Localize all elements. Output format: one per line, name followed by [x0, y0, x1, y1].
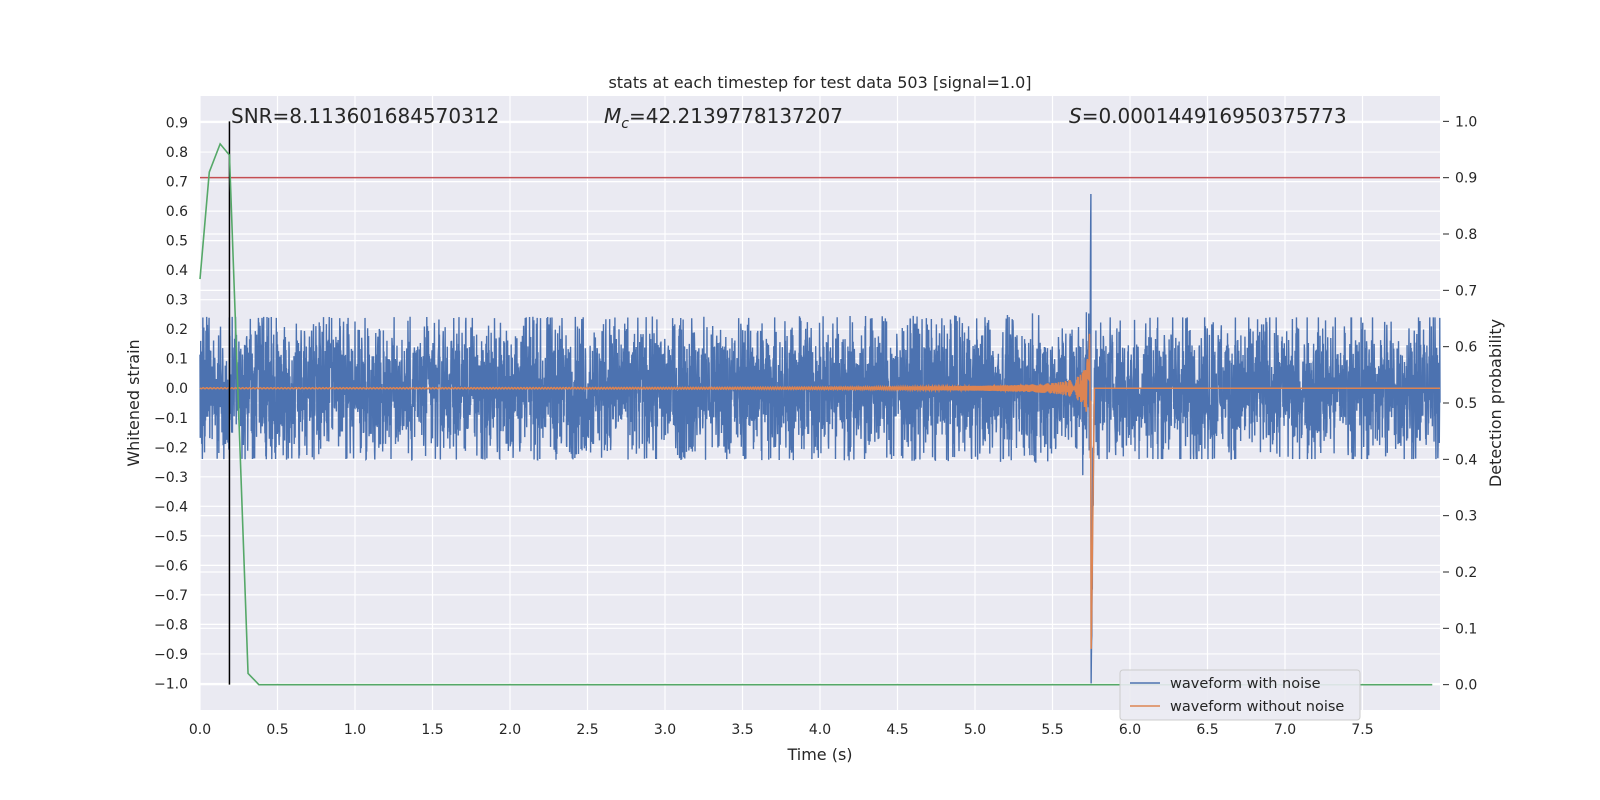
overlay-lines [199, 121, 1440, 686]
y-right-tick-label: 0.3 [1455, 509, 1477, 525]
snr-annotation: SNR=8.113601684570312 [231, 104, 499, 128]
s-symbol: S [1069, 104, 1082, 128]
x-tick-label: 2.0 [499, 722, 521, 738]
x-tick-label: 0.0 [189, 722, 211, 738]
legend-label-noise: waveform with noise [1170, 676, 1321, 692]
y-left-tick-label: −0.6 [154, 558, 188, 574]
y-right-tick-label: 0.4 [1455, 452, 1477, 468]
mc-symbol: M [604, 104, 621, 128]
y-right-tick-label: 1.0 [1455, 114, 1477, 130]
x-tick-label: 5.0 [964, 722, 986, 738]
mc-subscript: c [621, 116, 629, 132]
x-tick-labels: 0.0 0.5 1.0 1.5 2.0 2.5 3.0 3.5 4.0 4.5 5.0 5.5 6.0 6… [189, 722, 1374, 738]
y-right-tick-label: 0.9 [1455, 171, 1477, 187]
y-right-tick-label: 0.1 [1455, 621, 1477, 637]
waveform-without-noise-series [199, 333, 1440, 649]
waveform-with-noise-line [199, 193, 1441, 684]
y-left-tick-label: 0.9 [166, 116, 188, 132]
y-left-tick-label: 0.3 [166, 293, 188, 309]
s-value: =0.000144916950375773 [1082, 104, 1347, 128]
y-left-tick-label: −0.2 [154, 440, 188, 456]
y-right-tick-label: 0.2 [1455, 565, 1477, 581]
y-left-tick-label: −0.7 [154, 588, 188, 604]
x-tick-label: 3.5 [731, 722, 753, 738]
x-tick-label: 2.5 [576, 722, 598, 738]
y-right-tick-label: 0.6 [1455, 340, 1477, 356]
detection-probability-line [199, 142, 1433, 686]
x-tick-label: 0.5 [266, 722, 288, 738]
waveform-without-noise-line [199, 333, 1440, 649]
x-tick-label: 1.5 [421, 722, 443, 738]
x-tick-label: 1.0 [344, 722, 366, 738]
y-right-tick-labels: 1.0 0.9 0.8 0.7 0.6 0.5 0.4 0.3 0.2 0.1 0.0 [1443, 114, 1477, 694]
y-left-tick-label: 0.5 [166, 234, 188, 250]
legend-label-clean: waveform without noise [1170, 699, 1344, 715]
y-left-tick-label: −0.5 [154, 529, 188, 545]
waveform-with-noise-series [199, 193, 1441, 684]
y-left-tick-label: 0.7 [166, 175, 188, 191]
x-tick-label: 7.0 [1274, 722, 1296, 738]
y-left-tick-label: 0.6 [166, 204, 188, 220]
y-left-tick-label: 0.8 [166, 145, 188, 161]
y-left-tick-label: 0.1 [166, 352, 188, 368]
y-left-tick-label: −0.3 [154, 470, 188, 486]
legend-box [1119, 669, 1361, 721]
y-left-tick-labels: 0.9 0.8 0.7 0.6 0.5 0.4 0.3 0.2 0.1 0.0 −0.1 −0.2 −0… [154, 116, 188, 693]
y-left-tick-label: 0.2 [166, 322, 188, 338]
y-left-tick-label: −0.9 [154, 647, 188, 663]
legend: waveform with noise waveform without noi… [1119, 669, 1361, 721]
x-tick-label: 6.0 [1119, 722, 1141, 738]
y-left-tick-label: 0.0 [166, 381, 188, 397]
x-tick-label: 5.5 [1041, 722, 1063, 738]
y-left-axis-label: Whitened strain [124, 339, 143, 466]
y-right-axis-label: Detection probability [1486, 319, 1505, 487]
y-left-tick-label: −0.1 [154, 411, 188, 427]
y-left-tick-label: −0.8 [154, 617, 188, 633]
x-tick-label: 6.5 [1196, 722, 1218, 738]
x-tick-label: 3.0 [654, 722, 676, 738]
mc-value: =42.2139778137207 [629, 104, 843, 128]
y-left-tick-label: −1.0 [154, 676, 188, 692]
y-right-tick-label: 0.5 [1455, 396, 1477, 412]
chart-title: stats at each timestep for test data 503… [608, 73, 1031, 92]
x-tick-label: 4.5 [886, 722, 908, 738]
s-annotation: S=0.000144916950375773 [1069, 104, 1347, 128]
y-right-tick-label: 0.8 [1455, 227, 1477, 243]
mc-annotation: Mc=42.2139778137207 [604, 104, 843, 132]
y-right-tick-label: 0.0 [1455, 678, 1477, 694]
x-tick-label: 4.0 [809, 722, 831, 738]
x-tick-label: 7.5 [1351, 722, 1373, 738]
y-left-tick-label: −0.4 [154, 499, 188, 515]
x-axis-label: Time (s) [786, 745, 852, 764]
y-left-tick-label: 0.4 [166, 263, 188, 279]
y-right-tick-label: 0.7 [1455, 283, 1477, 299]
